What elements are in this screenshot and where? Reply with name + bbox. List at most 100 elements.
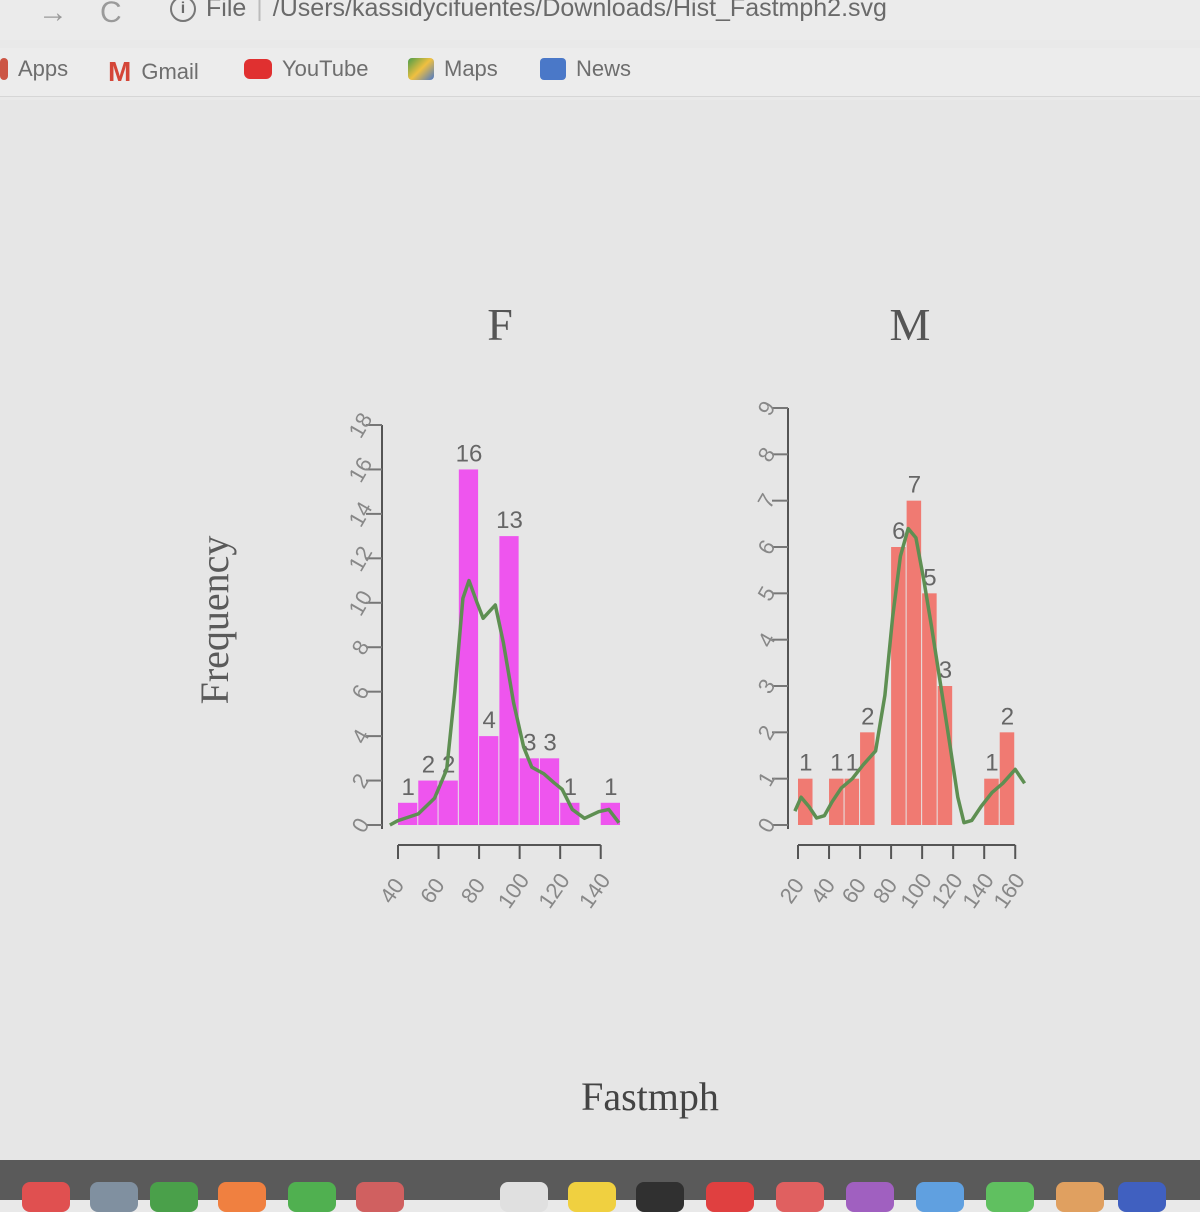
forward-icon[interactable]: → bbox=[38, 0, 68, 29]
histogram-bar bbox=[844, 778, 860, 825]
bar-label: 16 bbox=[456, 440, 483, 467]
x-tick-label: 140 bbox=[957, 868, 999, 912]
browser-toolbar: → C i File | /Users/kassidycifuentes/Dow… bbox=[0, 0, 1200, 40]
dock-app-icon[interactable] bbox=[150, 1182, 198, 1212]
y-axis-label: Frequency bbox=[192, 536, 237, 705]
bookmark-gmail[interactable]: M Gmail bbox=[108, 56, 199, 88]
dock-app-icon[interactable] bbox=[356, 1182, 404, 1212]
y-tick-label: 4 bbox=[347, 725, 375, 748]
bookmark-label: Maps bbox=[444, 56, 498, 81]
bar-label: 1 bbox=[799, 750, 812, 777]
file-label: File bbox=[206, 0, 247, 22]
y-tick-label: 6 bbox=[347, 680, 375, 703]
y-tick-label: 6 bbox=[753, 536, 781, 559]
histogram-bar bbox=[906, 500, 922, 825]
panel-title: F bbox=[487, 299, 513, 350]
bookmark-label: YouTube bbox=[282, 56, 369, 81]
histogram-bar bbox=[860, 732, 875, 825]
x-tick-label: 100 bbox=[895, 868, 937, 912]
x-tick-label: 140 bbox=[574, 868, 616, 912]
bar-label: 5 bbox=[923, 564, 936, 591]
y-tick-label: 7 bbox=[753, 489, 781, 512]
y-tick-label: 18 bbox=[343, 408, 377, 442]
dock-app-icon[interactable] bbox=[22, 1182, 70, 1212]
dock-app-icon[interactable] bbox=[218, 1182, 266, 1212]
maps-icon bbox=[408, 58, 434, 80]
x-tick-label: 160 bbox=[988, 868, 1030, 912]
bookmark-youtube[interactable]: YouTube bbox=[244, 56, 368, 82]
apps-grid-icon bbox=[0, 58, 8, 80]
bar-label: 3 bbox=[939, 657, 952, 684]
bar-label: 4 bbox=[483, 707, 496, 734]
y-tick-label: 9 bbox=[753, 397, 781, 420]
x-tick-label: 100 bbox=[493, 868, 535, 912]
y-tick-label: 12 bbox=[343, 542, 377, 576]
bookmark-label: News bbox=[576, 56, 632, 81]
histogram-bar bbox=[438, 780, 458, 825]
histogram-bar bbox=[891, 547, 906, 825]
dock-app-icon[interactable] bbox=[288, 1182, 336, 1212]
dock-app-icon[interactable] bbox=[846, 1182, 894, 1212]
y-tick-label: 2 bbox=[347, 769, 375, 792]
dock-app-icon[interactable] bbox=[1118, 1182, 1166, 1212]
bookmark-label: Gmail bbox=[141, 59, 199, 84]
bar-label: 2 bbox=[1001, 703, 1014, 730]
info-icon[interactable]: i bbox=[170, 0, 196, 22]
bar-label: 1 bbox=[846, 750, 859, 777]
address-bar[interactable]: i File | /Users/kassidycifuentes/Downloa… bbox=[170, 0, 887, 23]
y-tick-label: 8 bbox=[753, 443, 781, 466]
x-tick-label: 40 bbox=[375, 874, 410, 908]
dock-app-icon[interactable] bbox=[568, 1182, 616, 1212]
dock-app-icon[interactable] bbox=[986, 1182, 1034, 1212]
dock-app-icon[interactable] bbox=[776, 1182, 824, 1212]
bar-label: 2 bbox=[422, 752, 435, 779]
density-curve bbox=[389, 578, 621, 827]
density-curve bbox=[793, 526, 1027, 825]
bookmark-apps[interactable]: Apps bbox=[0, 56, 68, 82]
y-tick-label: 8 bbox=[347, 636, 375, 659]
x-tick-label: 80 bbox=[456, 874, 491, 908]
bar-label: 6 bbox=[892, 518, 905, 545]
bookmark-maps[interactable]: Maps bbox=[408, 56, 498, 82]
y-tick-label: 2 bbox=[753, 721, 781, 744]
bar-label: 3 bbox=[543, 729, 556, 756]
histogram-bar bbox=[479, 736, 499, 825]
reload-icon[interactable]: C bbox=[100, 0, 122, 29]
y-tick-label: 4 bbox=[753, 628, 781, 651]
x-tick-label: 120 bbox=[926, 868, 968, 912]
bar-label: 1 bbox=[830, 750, 843, 777]
histogram-bar bbox=[519, 758, 539, 825]
bar-label: 1 bbox=[401, 774, 414, 801]
bookmark-news[interactable]: News bbox=[540, 56, 631, 82]
bookmarks-bar: Apps M Gmail YouTube Maps News bbox=[0, 48, 1200, 97]
y-tick-label: 16 bbox=[343, 453, 377, 487]
bar-label: 1 bbox=[604, 774, 617, 801]
histogram-bar bbox=[937, 686, 953, 825]
dock bbox=[0, 1160, 1200, 1212]
dock-app-icon[interactable] bbox=[1056, 1182, 1104, 1212]
x-tick-label: 20 bbox=[775, 874, 810, 908]
x-axis-label: Fastmph bbox=[581, 1074, 719, 1119]
x-tick-label: 60 bbox=[415, 874, 450, 908]
bar-label: 7 bbox=[908, 472, 921, 499]
histogram-bar bbox=[560, 802, 580, 825]
y-tick-label: 10 bbox=[343, 586, 377, 620]
x-tick-label: 120 bbox=[533, 868, 575, 912]
dock-app-icon[interactable] bbox=[706, 1182, 754, 1212]
gmail-icon: M bbox=[108, 56, 132, 87]
y-tick-label: 1 bbox=[753, 767, 781, 790]
address-text[interactable]: /Users/kassidycifuentes/Downloads/Hist_F… bbox=[272, 0, 887, 22]
dock-app-icon[interactable] bbox=[90, 1182, 138, 1212]
y-tick-label: 14 bbox=[343, 497, 377, 531]
bar-label: 2 bbox=[861, 703, 874, 730]
news-icon bbox=[540, 58, 566, 80]
x-tick-label: 40 bbox=[806, 874, 841, 908]
dock-app-icon[interactable] bbox=[636, 1182, 684, 1212]
histogram-bar bbox=[922, 593, 937, 825]
youtube-icon bbox=[244, 59, 272, 79]
x-tick-label: 80 bbox=[868, 874, 903, 908]
dock-app-icon[interactable] bbox=[916, 1182, 964, 1212]
dock-app-icon[interactable] bbox=[500, 1182, 548, 1212]
